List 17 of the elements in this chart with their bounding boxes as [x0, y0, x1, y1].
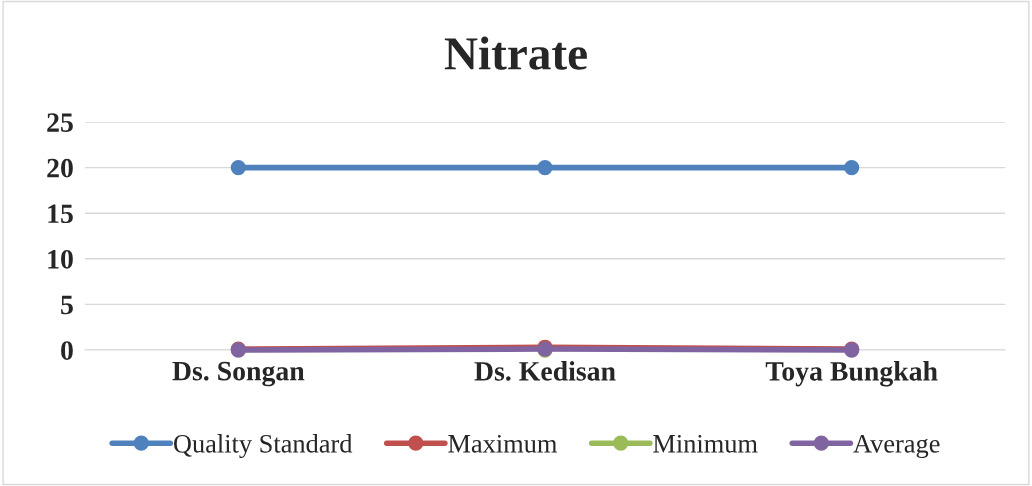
- chart-title: Nitrate: [444, 36, 587, 70]
- point: [537, 159, 553, 176]
- legend-label: Average: [853, 434, 940, 459]
- point: [844, 159, 860, 176]
- y-tick-label: 0: [61, 341, 73, 360]
- y-tick-label: 10: [48, 249, 73, 269]
- x-tick-label: Ds. Kedisan: [474, 361, 616, 381]
- legend-label: Quality Standard: [174, 434, 353, 459]
- legend-label: Maximum: [448, 434, 558, 453]
- point: [230, 159, 246, 176]
- y-tick-label: 15: [48, 204, 73, 224]
- y-tick-label: 20: [47, 158, 73, 178]
- y-tick-label: 25: [47, 113, 73, 132]
- x-tick-label: Toya Bungkah: [765, 361, 938, 387]
- y-tick-label: 5: [61, 295, 73, 315]
- x-tick-label: Ds. Songan: [172, 361, 305, 387]
- legend-label: Minimum: [653, 434, 758, 453]
